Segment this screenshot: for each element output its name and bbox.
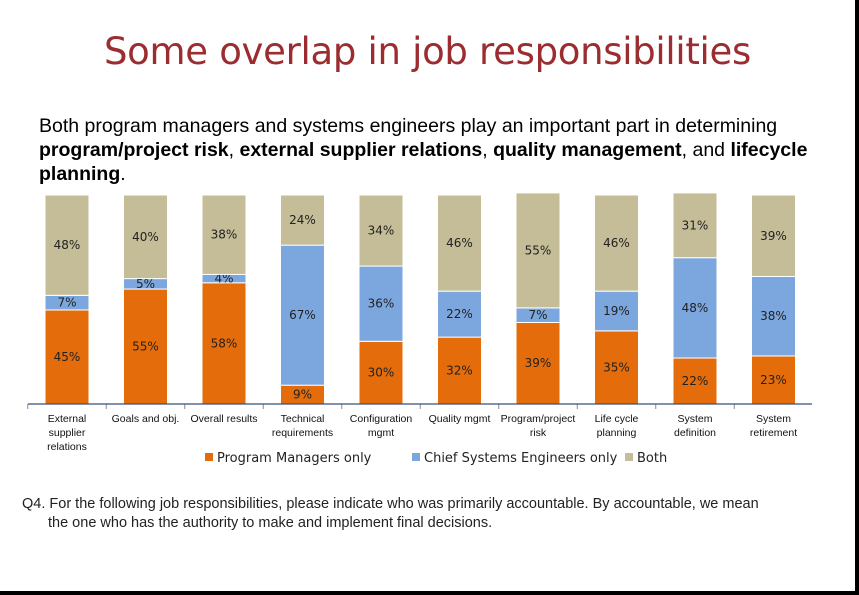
data-label: 48% (54, 238, 81, 252)
data-label: 55% (132, 340, 159, 354)
bar-segment (672, 357, 718, 405)
question-line: Q4. For the following job responsibiliti… (22, 496, 759, 512)
bar-segment (358, 265, 404, 342)
legend-swatch (412, 453, 420, 461)
data-label: 39% (525, 356, 552, 370)
legend-label: Chief Systems Engineers only (424, 451, 618, 466)
bar-segment (123, 288, 168, 405)
intro-part: , and (681, 139, 731, 161)
data-label: 22% (446, 307, 473, 321)
data-label: 36% (368, 297, 395, 311)
bar-segment (751, 194, 796, 278)
bar-segment (44, 194, 90, 296)
data-label: 7% (57, 296, 76, 310)
data-label: 46% (446, 236, 473, 250)
data-label: 55% (525, 243, 552, 257)
category-label: Technical (281, 413, 325, 425)
data-label: 45% (54, 350, 81, 364)
category-label: System (756, 413, 791, 425)
category-label: requirements (272, 427, 333, 439)
data-label: 4% (214, 272, 233, 286)
bar-segment (672, 257, 718, 359)
intro-bold: lifecycle planning (39, 139, 808, 185)
bar-segment (201, 194, 247, 275)
slide-title: Some overlap in job responsibilities (104, 30, 751, 73)
intro-part: . (120, 163, 126, 185)
data-label: 22% (682, 374, 709, 388)
data-label: 39% (760, 229, 787, 243)
bar-segment (201, 282, 247, 405)
category-label: System (677, 413, 712, 425)
data-label: 38% (211, 228, 238, 242)
intro-bold: external supplier relations (239, 139, 483, 161)
data-label: 19% (603, 304, 630, 318)
data-label: 32% (446, 364, 473, 378)
bar-segment (751, 276, 796, 357)
bar-segment (437, 290, 482, 338)
bar-segment (515, 192, 561, 309)
bar-segment (280, 194, 325, 246)
category-label: risk (530, 427, 547, 439)
bar-segment (594, 290, 639, 332)
intro-part: , (228, 139, 240, 161)
survey-question: Q4. For the following job responsibiliti… (22, 495, 822, 533)
bar-segment (437, 336, 482, 405)
data-label: 34% (368, 224, 395, 238)
bar-segment (44, 309, 90, 405)
data-label: 5% (136, 277, 155, 291)
category-label: definition (674, 427, 716, 439)
category-label: Quality mgmt (429, 413, 491, 425)
category-label: External (48, 413, 87, 425)
category-label: planning (597, 427, 637, 439)
bar-segment (594, 194, 639, 292)
data-label: 38% (760, 309, 787, 323)
data-label: 9% (293, 388, 312, 402)
category-label: Life cycle (595, 413, 639, 425)
category-label: relations (47, 441, 87, 453)
category-label: Configuration (350, 413, 413, 425)
legend-swatch (625, 453, 633, 461)
legend-label: Both (637, 451, 667, 466)
bar-segment (358, 194, 404, 267)
bar-segment (515, 321, 561, 405)
category-label: Program/project (501, 413, 576, 425)
bar-segment (751, 355, 796, 405)
stacked-bar-chart: 45% 7% 48% External supplier relations 55% 5% 40… (27, 192, 812, 466)
intro-part: Both program managers and systems engine… (39, 115, 778, 137)
intro-bold: program/project risk (39, 139, 229, 161)
data-label: 30% (368, 366, 395, 380)
data-label: 31% (682, 218, 709, 232)
data-label: 46% (603, 236, 630, 250)
intro-part: , (482, 139, 494, 161)
category-label: retirement (750, 427, 797, 439)
bar-segment (358, 340, 404, 405)
intro-text: Both program managers and systems engine… (39, 114, 839, 186)
data-label: 7% (528, 308, 547, 322)
legend-label: Program Managers only (217, 451, 372, 466)
data-label: 24% (289, 213, 316, 227)
category-label: supplier (49, 427, 86, 439)
category-label: Overall results (190, 413, 257, 425)
data-label: 48% (682, 301, 709, 315)
intro-bold: quality management (493, 139, 682, 161)
data-label: 58% (211, 336, 238, 350)
bar-segment (672, 192, 718, 259)
question-line: the one who has the authority to make an… (48, 515, 493, 531)
bar-segment (123, 194, 168, 280)
category-label: Goals and obj. (112, 413, 180, 425)
bar-segment (280, 244, 325, 386)
category-label: mgmt (368, 427, 394, 439)
bar-segment (437, 194, 482, 292)
data-label: 67% (289, 308, 316, 322)
data-label: 35% (603, 360, 630, 374)
data-label: 23% (760, 373, 787, 387)
legend-swatch (205, 453, 213, 461)
data-label: 40% (132, 230, 159, 244)
